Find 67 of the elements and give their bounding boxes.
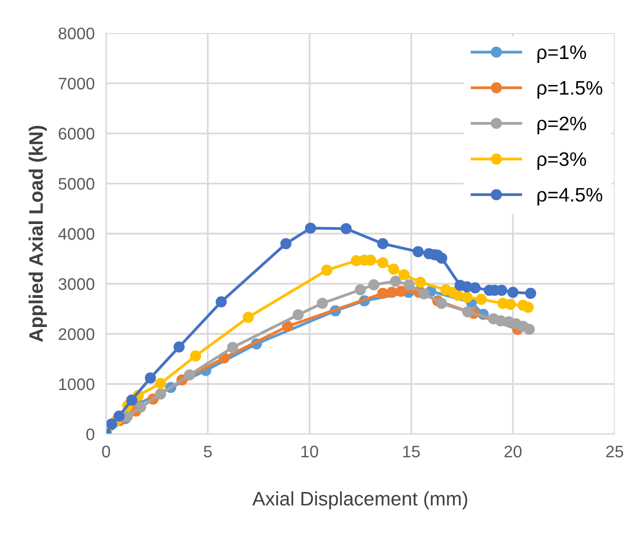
point — [476, 294, 487, 305]
y-tick-label: 3000 — [58, 278, 94, 290]
point — [462, 306, 474, 318]
legend-label: ρ=3% — [537, 152, 586, 170]
point — [452, 290, 464, 301]
point — [354, 284, 366, 296]
x-tick-label: 25 — [606, 446, 624, 458]
x-tick-label: 10 — [302, 446, 318, 458]
point — [404, 279, 415, 290]
legend-label: ρ=4.5% — [537, 188, 602, 206]
point — [282, 320, 294, 332]
y-tick-label: 4000 — [58, 228, 94, 240]
point — [390, 276, 402, 287]
point — [436, 298, 448, 309]
x-axis-title: Axial Displacement (mm) — [252, 491, 468, 510]
point — [304, 222, 316, 234]
point — [135, 401, 146, 413]
x-tick-label: 15 — [403, 446, 420, 458]
point — [184, 369, 196, 381]
point — [144, 372, 156, 384]
point — [470, 282, 481, 294]
point — [321, 264, 332, 276]
point — [525, 288, 536, 299]
point — [106, 418, 118, 430]
point — [504, 298, 516, 310]
point — [368, 279, 380, 290]
point — [316, 298, 328, 309]
y-tick-label: 5000 — [58, 178, 94, 190]
y-tick-label: 0 — [86, 428, 94, 440]
point — [507, 286, 518, 298]
x-tick-label: 5 — [204, 446, 212, 458]
point — [398, 269, 410, 280]
point — [174, 341, 185, 352]
point — [216, 296, 227, 308]
y-tick-label: 8000 — [58, 28, 94, 40]
legend-label: ρ=1% — [537, 45, 586, 63]
point — [524, 324, 535, 335]
x-tick-label: 20 — [504, 446, 522, 458]
point — [436, 252, 448, 264]
y-tick-label: 2000 — [58, 328, 94, 340]
legend-label: ρ=1.5% — [537, 81, 602, 99]
point — [418, 288, 430, 300]
point — [461, 292, 473, 303]
point — [522, 302, 534, 313]
y-tick-label: 6000 — [58, 128, 94, 140]
point — [377, 257, 388, 268]
point — [227, 342, 238, 353]
point — [412, 246, 424, 258]
point — [377, 288, 388, 299]
point — [388, 264, 400, 275]
point — [414, 276, 426, 288]
y-tick-label: 1000 — [59, 378, 94, 390]
point — [242, 312, 254, 323]
x-tick-label: 0 — [102, 446, 110, 458]
point — [386, 286, 398, 298]
legend-label: ρ=2% — [537, 116, 586, 134]
point — [395, 286, 407, 297]
point — [292, 309, 304, 320]
point — [377, 238, 388, 250]
y-axis-title: Applied Axial Load (kN) — [28, 126, 47, 342]
point — [126, 394, 138, 406]
point — [190, 350, 202, 362]
point — [155, 378, 166, 390]
point — [340, 223, 352, 234]
y-tick-label: 7000 — [58, 78, 94, 90]
point — [155, 388, 166, 400]
point — [280, 238, 292, 250]
